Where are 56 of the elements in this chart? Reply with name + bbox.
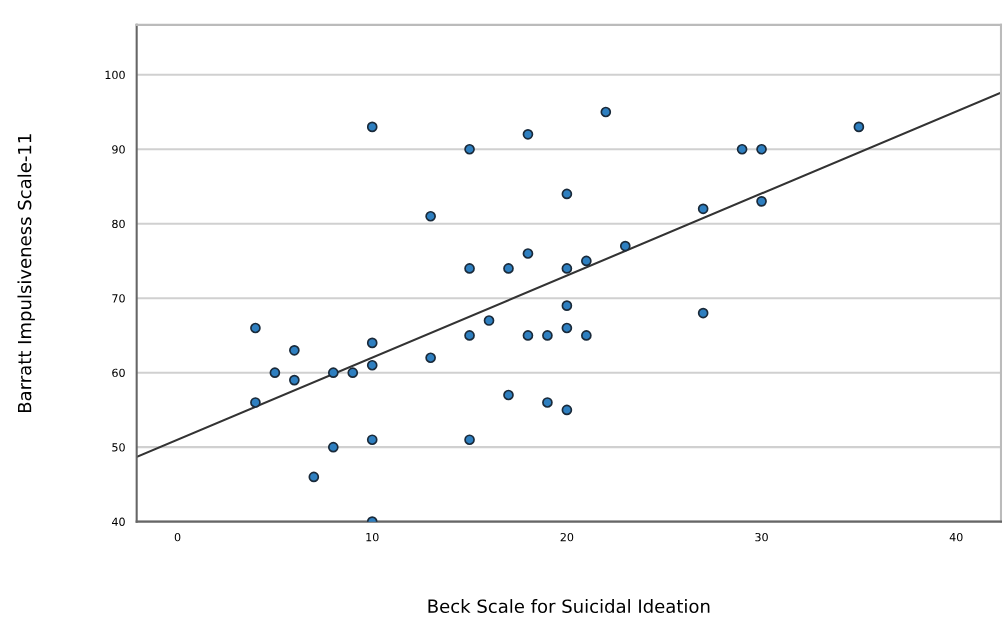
point bbox=[697, 307, 709, 319]
point bbox=[736, 143, 748, 155]
point bbox=[464, 330, 475, 341]
point bbox=[853, 121, 865, 133]
point bbox=[308, 471, 320, 483]
y-axis-title: Barratt Impulsiveness Scale-11 bbox=[17, 134, 35, 413]
point bbox=[756, 196, 767, 207]
point bbox=[366, 121, 378, 133]
y-tick-label: 70 bbox=[112, 294, 125, 303]
point bbox=[347, 367, 359, 379]
point bbox=[366, 359, 378, 371]
point bbox=[561, 404, 573, 416]
point bbox=[464, 434, 475, 446]
point bbox=[503, 389, 514, 401]
point bbox=[327, 367, 339, 379]
y-tick-label: 50 bbox=[112, 443, 125, 452]
point bbox=[697, 203, 709, 215]
point bbox=[619, 240, 631, 252]
x-tick-label: 20 bbox=[560, 532, 574, 542]
point bbox=[289, 374, 300, 386]
point bbox=[522, 128, 534, 140]
point bbox=[483, 315, 495, 326]
point bbox=[503, 263, 514, 274]
point bbox=[522, 248, 534, 259]
x-axis-title: Beck Scale for Suicidal Ideation bbox=[428, 599, 710, 614]
point bbox=[561, 188, 573, 200]
x-tick-label: 0 bbox=[174, 532, 181, 542]
point bbox=[561, 300, 573, 311]
point bbox=[425, 352, 436, 364]
x-tick-label: 40 bbox=[949, 532, 963, 542]
point bbox=[327, 441, 339, 453]
point bbox=[250, 322, 261, 334]
point bbox=[581, 255, 592, 267]
y-tick-label: 60 bbox=[112, 368, 125, 378]
point bbox=[250, 397, 261, 408]
point bbox=[425, 210, 436, 222]
point bbox=[269, 367, 281, 379]
point bbox=[756, 143, 767, 155]
point bbox=[464, 263, 475, 274]
y-tick-label: 80 bbox=[112, 219, 125, 229]
point bbox=[464, 143, 475, 155]
point bbox=[366, 434, 378, 446]
y-tick-label: 90 bbox=[112, 145, 125, 154]
y-tick-label: 40 bbox=[111, 517, 125, 527]
x-tick-label: 30 bbox=[755, 532, 768, 542]
point bbox=[289, 344, 300, 356]
x-tick-label: 10 bbox=[366, 532, 379, 542]
point bbox=[561, 263, 573, 274]
point bbox=[542, 397, 553, 408]
point bbox=[542, 330, 553, 341]
point bbox=[581, 330, 592, 341]
point bbox=[600, 106, 612, 118]
point bbox=[561, 322, 573, 334]
point bbox=[522, 330, 534, 341]
y-tick-label: 100 bbox=[105, 70, 125, 80]
point bbox=[366, 337, 378, 349]
